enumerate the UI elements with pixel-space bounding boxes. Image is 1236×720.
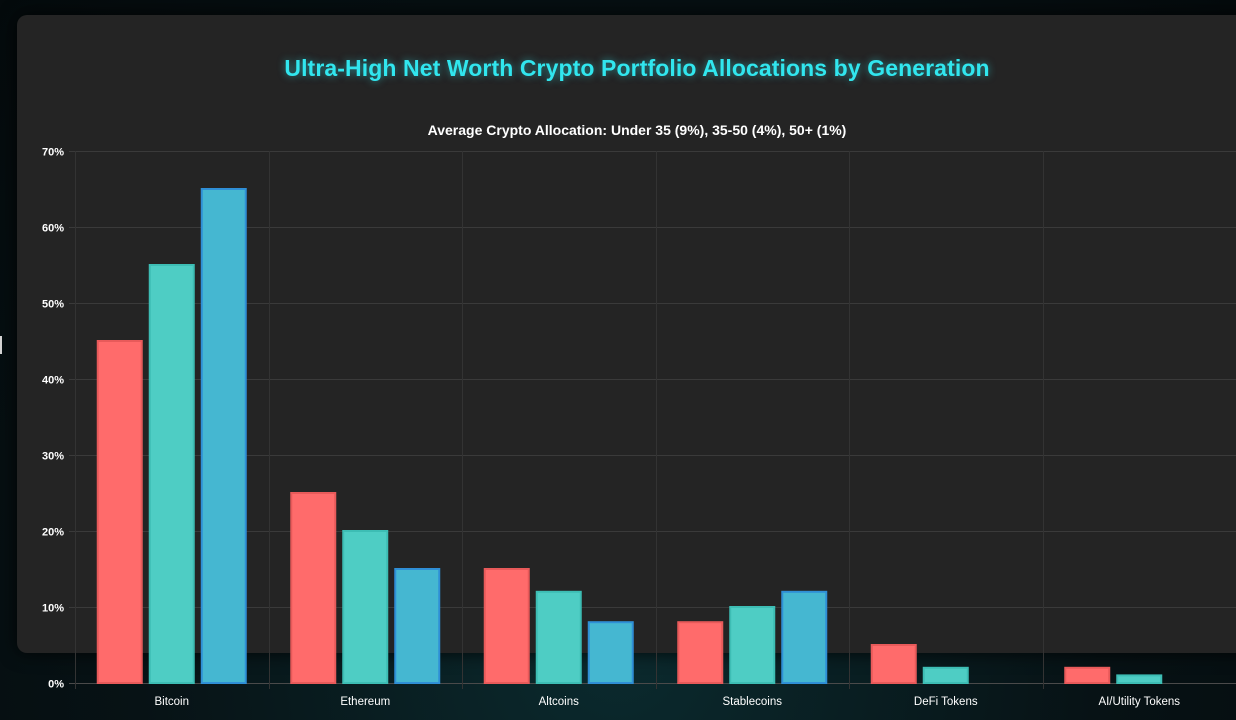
- bar-35-50-defi-tokens[interactable]: [922, 666, 969, 684]
- x-tick-label: Bitcoin: [154, 696, 189, 708]
- bar-under-35-ai-utility-tokens[interactable]: [1064, 666, 1111, 684]
- y-tick-label: 70%: [42, 147, 64, 159]
- bar-50--stablecoins[interactable]: [781, 590, 828, 684]
- bar-35-50-ai-utility-tokens[interactable]: [1116, 674, 1163, 685]
- bar-under-35-bitcoin[interactable]: [96, 340, 143, 684]
- y-tick-label: 50%: [42, 299, 64, 311]
- bar-under-35-altcoins[interactable]: [483, 568, 530, 684]
- grid-lines: [69, 151, 1236, 689]
- y-tick-label: 10%: [42, 603, 64, 615]
- x-tick-label: Ethereum: [340, 696, 390, 708]
- y-tick-label: 40%: [42, 375, 64, 387]
- y-axis-ticks: 0% 10% 20% 30% 40% 50% 60% 70%: [42, 147, 64, 691]
- bar-under-35-defi-tokens[interactable]: [870, 644, 917, 684]
- x-axis-labels: Bitcoin Ethereum Altcoins Stablecoins DeFi T…: [154, 696, 1180, 708]
- y-tick-label: 60%: [42, 223, 64, 235]
- bar-50--altcoins[interactable]: [587, 621, 634, 685]
- bar-50--ethereum[interactable]: [394, 568, 441, 684]
- bar-35-50-stablecoins[interactable]: [729, 606, 776, 684]
- edge-marker: [0, 336, 2, 354]
- bars: [96, 188, 1163, 685]
- x-tick-label: DeFi Tokens: [914, 696, 978, 708]
- chart-title: Ultra-High Net Worth Crypto Portfolio Al…: [284, 55, 990, 81]
- x-tick-label: Altcoins: [539, 696, 580, 708]
- bar-under-35-stablecoins[interactable]: [677, 621, 724, 685]
- x-tick-label: Stablecoins: [723, 696, 783, 708]
- bar-50--bitcoin[interactable]: [200, 188, 247, 684]
- bar-35-50-ethereum[interactable]: [342, 530, 389, 684]
- x-tick-label: AI/Utility Tokens: [1098, 696, 1180, 708]
- y-tick-label: 0%: [48, 679, 64, 691]
- bar-35-50-altcoins[interactable]: [535, 590, 582, 684]
- y-tick-label: 20%: [42, 527, 64, 539]
- bar-under-35-ethereum[interactable]: [290, 492, 337, 684]
- chart-subtitle: Average Crypto Allocation: Under 35 (9%)…: [427, 122, 847, 138]
- y-tick-label: 30%: [42, 451, 64, 463]
- bar-35-50-bitcoin[interactable]: [148, 264, 195, 684]
